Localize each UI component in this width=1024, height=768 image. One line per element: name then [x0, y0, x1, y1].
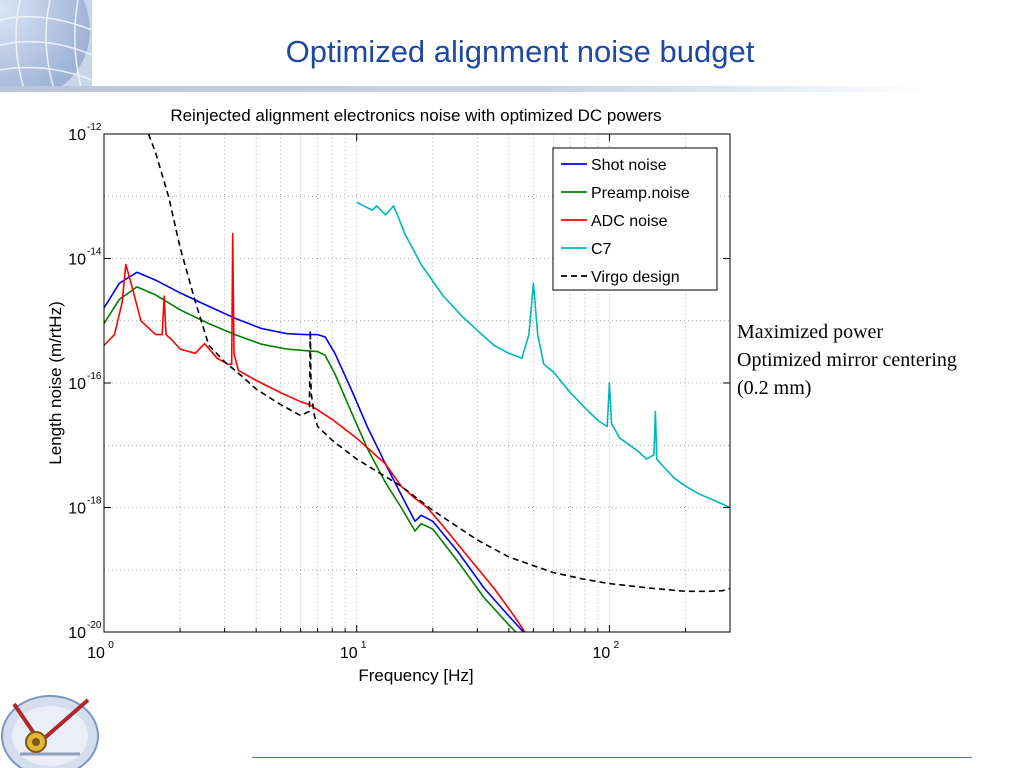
series-layer: [104, 134, 730, 632]
legend-label: ADC noise: [591, 213, 668, 230]
y-tick-exponent: -20: [87, 620, 102, 631]
y-tick-label: 10: [68, 501, 86, 518]
note-line-centering: Optimized mirror centering: [737, 349, 957, 371]
legend-label: Preamp.noise: [591, 185, 690, 202]
y-tick-label: 10: [68, 127, 86, 144]
legend-label: C7: [591, 241, 612, 258]
chart-legend: Shot noise Preamp.noise ADC noise C7 Virgo d…: [552, 147, 718, 291]
note-line-mm: (0.2 mm): [737, 377, 812, 399]
y-tick-label: 10: [68, 252, 86, 269]
legend-label: Virgo design: [591, 269, 680, 286]
footer-rule: [252, 757, 972, 758]
corner-globe-decoration: [0, 0, 92, 92]
note-line-power: Maximized power: [737, 321, 884, 343]
title-rule: [0, 86, 936, 92]
series-line-c7: [356, 201, 730, 509]
y-tick-label: 10: [68, 625, 86, 642]
x-tick-label: 10: [340, 645, 358, 662]
x-tick-label: 10: [593, 645, 611, 662]
series-line-adc-noise: [104, 232, 526, 632]
virgo-logo: [1, 695, 99, 768]
y-axis-label: Length noise (m/rtHz): [46, 301, 65, 464]
y-tick-label: 10: [68, 376, 86, 393]
legend-box: [552, 147, 718, 291]
y-tick-exponent: -18: [87, 496, 102, 507]
x-tick-exponent: 1: [361, 640, 367, 651]
chart-title: Reinjected alignment electronics noise w…: [170, 106, 661, 125]
x-tick-exponent: 0: [108, 640, 114, 651]
series-line-virgo-design: [147, 134, 730, 593]
series-line-shot-noise: [104, 271, 525, 632]
legend-label: Shot noise: [591, 157, 667, 174]
x-axis-label: Frequency [Hz]: [358, 666, 473, 685]
side-note: Maximized power Optimized mirror centeri…: [737, 318, 1022, 402]
y-tick-exponent: -14: [87, 247, 102, 258]
slide-title: Optimized alignment noise budget: [285, 34, 755, 69]
grid-layer: [104, 134, 730, 632]
x-tick-exponent: 2: [614, 640, 620, 651]
y-tick-exponent: -16: [87, 371, 102, 382]
x-tick-label: 10: [87, 645, 105, 662]
y-tick-exponent: -12: [87, 122, 102, 133]
noise-budget-chart: Reinjected alignment electronics noise w…: [46, 106, 731, 685]
series-line-preamp-noise: [104, 286, 518, 632]
